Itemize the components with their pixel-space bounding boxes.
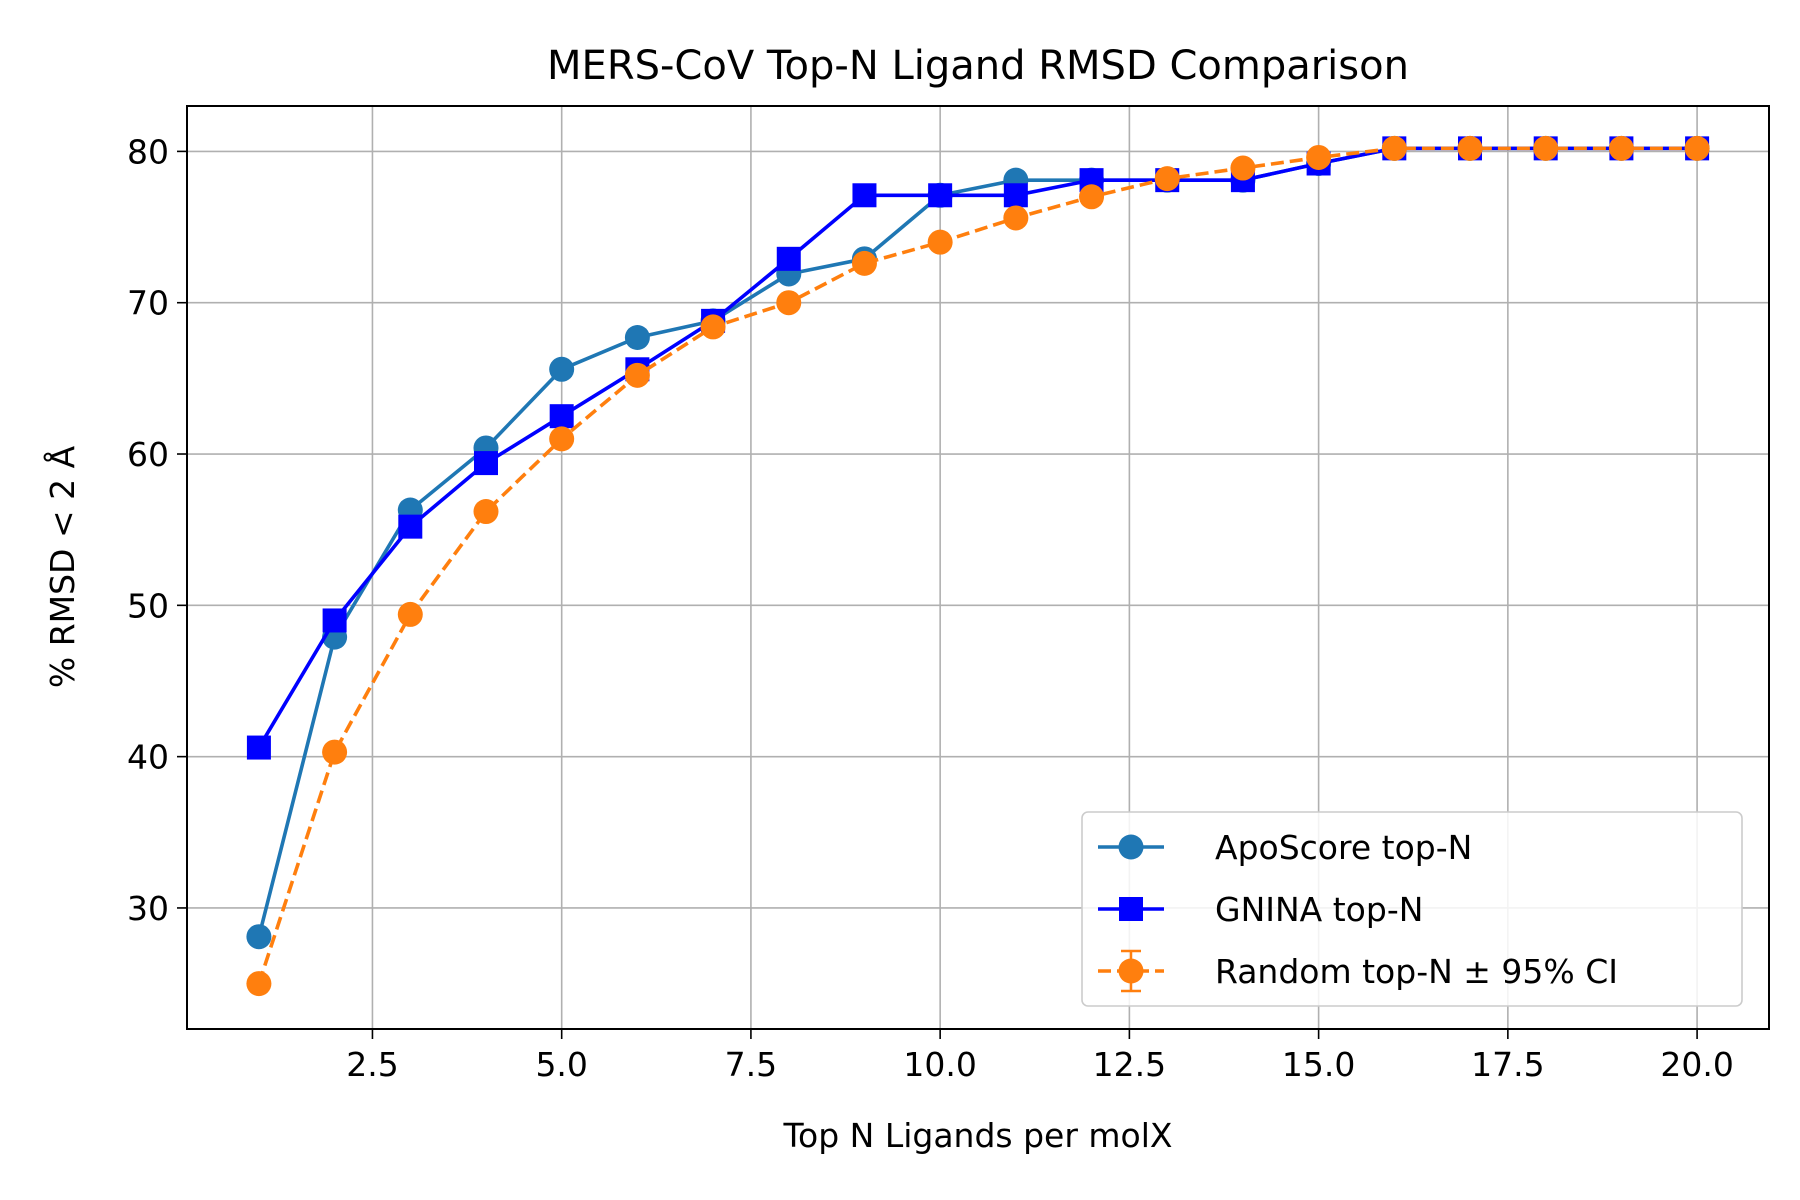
data-point bbox=[1003, 205, 1029, 231]
data-point bbox=[397, 601, 423, 627]
data-point bbox=[1457, 135, 1483, 161]
y-axis: 30 40 50 60 70 80 bbox=[127, 132, 187, 928]
x-axis: 2.5 5.0 7.5 10.0 12.5 15.0 17.5 20.0 bbox=[346, 1029, 1734, 1084]
axes-frame bbox=[186, 105, 1770, 1030]
data-point bbox=[322, 608, 347, 633]
series-3 bbox=[246, 135, 1710, 997]
x-tick-label: 17.5 bbox=[1471, 1045, 1544, 1084]
data-point bbox=[1608, 135, 1634, 161]
x-tick-label: 5.0 bbox=[535, 1045, 587, 1084]
data-point bbox=[246, 735, 271, 760]
y-axis-label: % RMSD < 2 Å bbox=[42, 445, 82, 688]
data-point bbox=[1079, 184, 1105, 210]
data-point bbox=[1154, 166, 1180, 192]
legend-entry: ApoScore top-N bbox=[1098, 828, 1472, 867]
data-point bbox=[928, 183, 953, 208]
data-point bbox=[549, 426, 575, 452]
legend-label: ApoScore top-N bbox=[1215, 828, 1472, 867]
y-tick-label: 40 bbox=[127, 738, 169, 777]
data-point bbox=[624, 325, 650, 351]
data-point bbox=[776, 290, 802, 316]
legend-label: Random top-N ± 95% CI bbox=[1215, 952, 1618, 991]
data-point bbox=[700, 314, 726, 340]
data-point bbox=[246, 924, 272, 950]
y-tick-label: 50 bbox=[127, 586, 169, 625]
data-point bbox=[1381, 135, 1407, 161]
data-point bbox=[473, 451, 498, 476]
legend-box bbox=[1081, 811, 1743, 1007]
series-line bbox=[257, 146, 1698, 749]
x-tick-label: 2.5 bbox=[346, 1045, 398, 1084]
legend-marker bbox=[1118, 958, 1144, 984]
legend-entry: Random top-N ± 95% CI bbox=[1098, 949, 1618, 993]
chart-title: MERS-CoV Top-N Ligand RMSD Comparison bbox=[547, 43, 1409, 89]
series-line bbox=[257, 146, 1698, 985]
data-point bbox=[398, 514, 423, 539]
data-point bbox=[1684, 135, 1710, 161]
data-point bbox=[852, 183, 877, 208]
data-point bbox=[624, 362, 650, 388]
legend-label: GNINA top-N bbox=[1215, 890, 1423, 929]
y-tick-label: 80 bbox=[127, 132, 169, 171]
data-point bbox=[851, 250, 877, 276]
x-tick-label: 20.0 bbox=[1660, 1045, 1733, 1084]
data-point bbox=[1230, 155, 1256, 181]
legend: ApoScore top-N GNINA top-N Random top-N ± … bbox=[1081, 811, 1743, 1007]
grid bbox=[187, 106, 1769, 1029]
legend-entry: GNINA top-N bbox=[1098, 890, 1423, 929]
data-point bbox=[927, 229, 953, 255]
data-point bbox=[549, 356, 575, 382]
data-point bbox=[322, 739, 348, 765]
x-tick-label: 7.5 bbox=[725, 1045, 777, 1084]
y-tick-label: 30 bbox=[127, 889, 169, 928]
data-point bbox=[246, 971, 272, 997]
x-tick-label: 12.5 bbox=[1093, 1045, 1166, 1084]
legend-marker bbox=[1119, 897, 1143, 921]
data-point bbox=[1003, 183, 1028, 208]
x-tick-label: 15.0 bbox=[1282, 1045, 1355, 1084]
data-point bbox=[1306, 144, 1332, 170]
plot-area bbox=[246, 135, 1710, 997]
data-point bbox=[1533, 135, 1559, 161]
y-tick-label: 70 bbox=[127, 284, 169, 323]
legend-marker bbox=[1118, 834, 1144, 860]
data-point bbox=[549, 404, 574, 429]
x-tick-label: 10.0 bbox=[903, 1045, 976, 1084]
data-point bbox=[473, 499, 499, 525]
x-axis-label: Top N Ligands per molX bbox=[782, 1116, 1172, 1155]
data-point bbox=[776, 246, 801, 271]
y-tick-label: 60 bbox=[127, 435, 169, 474]
